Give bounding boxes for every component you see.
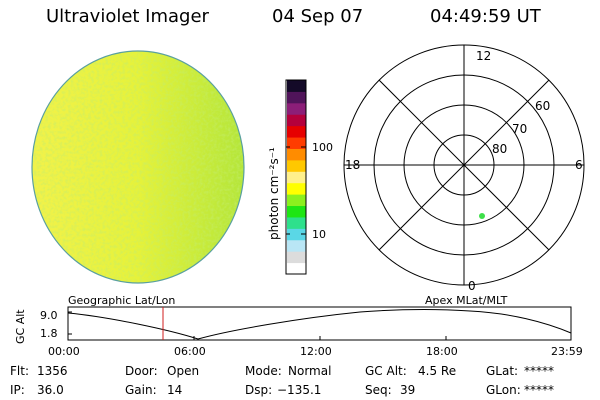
ip-label: IP: bbox=[10, 383, 25, 397]
colorbar-band bbox=[287, 102, 306, 115]
lat-label-70: 70 bbox=[512, 122, 527, 136]
lat-label-80: 80 bbox=[492, 142, 507, 156]
timeline-ticks bbox=[67, 311, 572, 340]
colorbar-band bbox=[287, 182, 306, 195]
instrument-title: Ultraviolet Imager bbox=[46, 6, 209, 27]
colorbar-tick-10: 10 bbox=[312, 228, 326, 241]
mlt-label-0: 0 bbox=[468, 279, 476, 293]
lat-label-60: 60 bbox=[535, 99, 550, 113]
earth-disk-image bbox=[31, 50, 245, 284]
door-value: Open bbox=[167, 364, 200, 378]
colorbar-band bbox=[287, 194, 306, 207]
colorbar-band bbox=[287, 114, 306, 127]
colorbar-tick-100: 100 bbox=[312, 141, 333, 154]
timeline-right-title: Apex MLat/MLT bbox=[425, 294, 508, 307]
glat-value: ***** bbox=[524, 364, 554, 378]
timeline-xtick-0000: 00:00 bbox=[48, 345, 80, 358]
colorbar-band bbox=[287, 205, 306, 218]
mode-label: Mode: bbox=[245, 364, 282, 378]
gcalt-label: GC Alt: bbox=[365, 364, 407, 378]
mlt-label-12: 12 bbox=[476, 49, 491, 63]
colorbar-band bbox=[287, 80, 306, 92]
polar-grid bbox=[343, 44, 585, 286]
colorbar-band bbox=[287, 216, 306, 229]
mlt-label-6: 6 bbox=[575, 158, 583, 172]
dsp-label: Dsp: bbox=[245, 383, 273, 397]
colorbar-band bbox=[287, 251, 306, 264]
colorbar-band bbox=[287, 262, 306, 275]
date-label: 04 Sep 07 bbox=[272, 6, 364, 27]
dsp-value: −135.1 bbox=[277, 383, 322, 397]
colorbar bbox=[287, 80, 306, 275]
door-label: Door: bbox=[125, 364, 158, 378]
timeline-xtick-1800: 18:00 bbox=[426, 345, 458, 358]
colorbar-ticks bbox=[285, 79, 307, 275]
colorbar-band bbox=[287, 171, 306, 184]
colorbar-band bbox=[287, 159, 306, 172]
timeline-left-title: Geographic Lat/Lon bbox=[68, 294, 175, 307]
gcalt-value: 4.5 Re bbox=[418, 364, 457, 378]
timeline-xtick-1200: 12:00 bbox=[300, 345, 332, 358]
timeline-xtick-2359: 23:59 bbox=[551, 345, 583, 358]
colorbar-band bbox=[287, 239, 306, 252]
timeline-ytick-high: 9.0 bbox=[40, 309, 58, 322]
flt-value: 1356 bbox=[37, 364, 68, 378]
colorbar-band bbox=[287, 137, 306, 149]
glon-label: GLon: bbox=[486, 383, 521, 397]
mode-value: Normal bbox=[288, 364, 332, 378]
emission-point bbox=[479, 213, 485, 219]
glon-value: ***** bbox=[524, 383, 554, 397]
altitude-curve bbox=[67, 309, 572, 340]
timeline-frame bbox=[67, 306, 572, 341]
timeline-xtick-0600: 06:00 bbox=[174, 345, 206, 358]
seq-value: 39 bbox=[400, 383, 416, 397]
timeline-axis-label: GC Alt bbox=[14, 309, 27, 344]
timeline-ytick-low: 1.8 bbox=[40, 327, 58, 340]
gain-label: Gain: bbox=[125, 383, 157, 397]
colorbar-band bbox=[287, 91, 306, 104]
glat-label: GLat: bbox=[486, 364, 519, 378]
colorbar-band bbox=[287, 228, 306, 241]
colorbar-band bbox=[287, 148, 306, 161]
mlt-label-18: 18 bbox=[345, 158, 360, 172]
colorbar-band bbox=[287, 125, 306, 138]
time-label: 04:49:59 UT bbox=[430, 6, 541, 27]
seq-label: Seq: bbox=[365, 383, 392, 397]
gain-value: 14 bbox=[167, 383, 183, 397]
ip-value: 36.0 bbox=[37, 383, 64, 397]
flt-label: Flt: bbox=[10, 364, 29, 378]
colorbar-unit-label: photon cm⁻²s⁻¹ bbox=[267, 147, 281, 240]
